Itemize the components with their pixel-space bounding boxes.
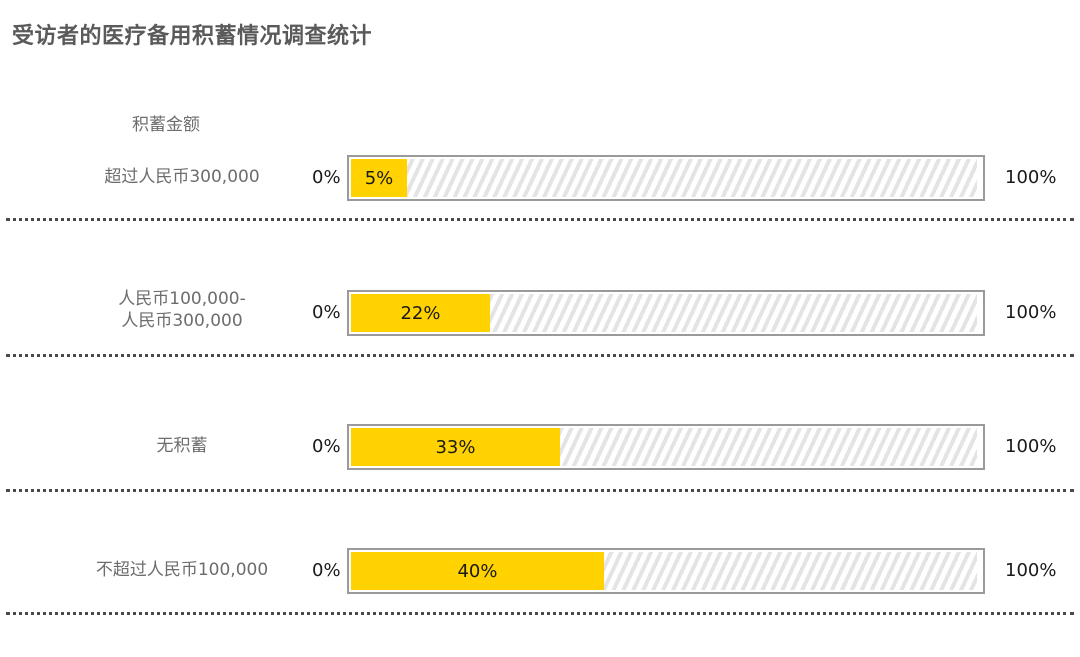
scale-min-label: 0% xyxy=(312,560,341,581)
scale-max-label: 100% xyxy=(1005,560,1057,581)
category-label-line: 人民币100,000- xyxy=(118,289,246,309)
bar-track: 33% xyxy=(347,424,985,470)
bar-track: 40% xyxy=(347,548,985,594)
category-label: 超过人民币300,000 xyxy=(82,166,282,188)
row-divider xyxy=(6,489,1074,492)
scale-min-label: 0% xyxy=(312,302,341,323)
bar-value-label: 22% xyxy=(400,302,441,324)
scale-max-label: 100% xyxy=(1005,436,1057,457)
bar-track: 5% xyxy=(347,155,985,201)
category-header: 积蓄金额 xyxy=(132,115,200,135)
category-label-line: 不超过人民币100,000 xyxy=(95,560,269,580)
category-label-line: 超过人民币300,000 xyxy=(104,167,260,187)
category-label: 人民币100,000- 人民币300,000 xyxy=(82,288,282,332)
bar-fill: 40% xyxy=(351,552,604,590)
category-label: 不超过人民币100,000 xyxy=(82,559,282,581)
chart-title: 受访者的医疗备用积蓄情况调查统计 xyxy=(12,24,373,49)
bar-track-stripes xyxy=(351,159,977,197)
bar-track: 22% xyxy=(347,290,985,336)
scale-max-label: 100% xyxy=(1005,302,1057,323)
row-divider xyxy=(6,354,1074,357)
row-divider xyxy=(6,218,1074,221)
bar-fill: 22% xyxy=(351,294,490,332)
bar-value-label: 33% xyxy=(435,436,476,458)
bar-fill: 5% xyxy=(351,159,407,197)
row-divider xyxy=(6,612,1074,615)
scale-min-label: 0% xyxy=(312,436,341,457)
scale-max-label: 100% xyxy=(1005,167,1057,188)
bar-fill: 33% xyxy=(351,428,560,466)
category-label-line: 人民币300,000 xyxy=(121,311,243,331)
scale-min-label: 0% xyxy=(312,167,341,188)
category-label-line: 无积蓄 xyxy=(156,436,208,456)
bar-value-label: 40% xyxy=(457,560,498,582)
bar-value-label: 5% xyxy=(364,167,394,189)
category-label: 无积蓄 xyxy=(82,435,282,457)
